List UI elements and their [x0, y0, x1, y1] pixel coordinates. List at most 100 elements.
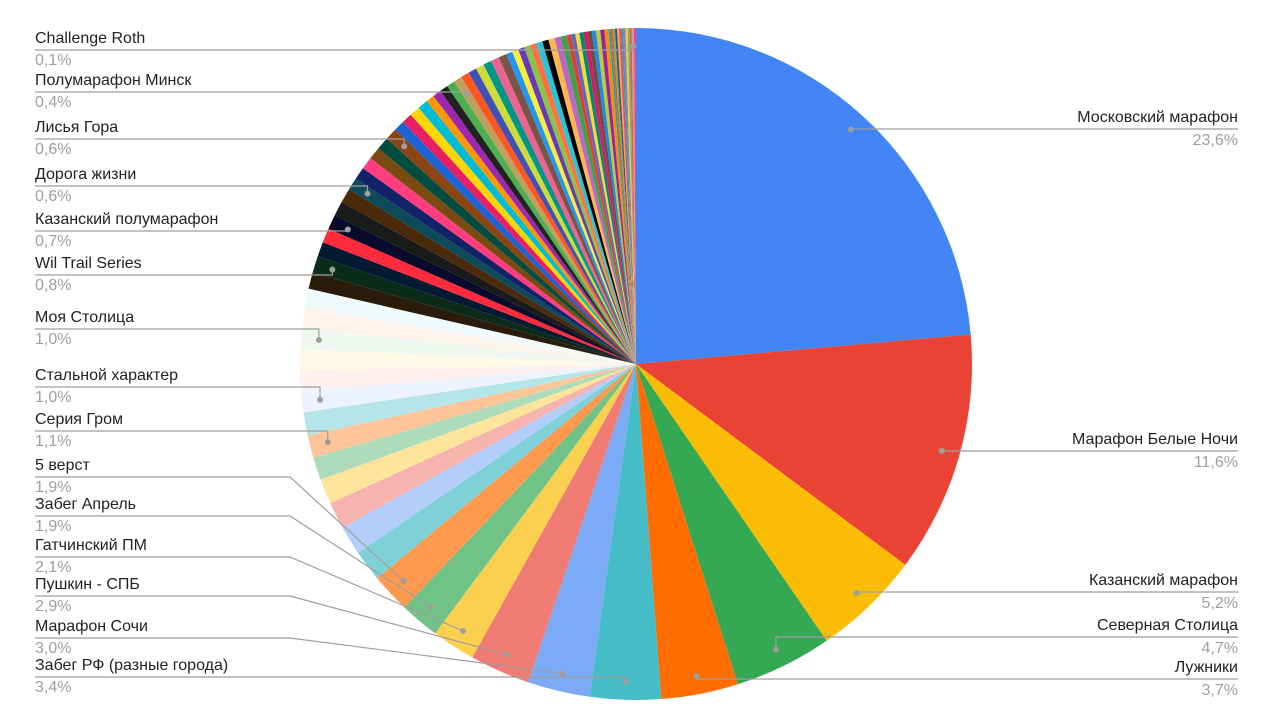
- slice-label: Забег Апрель: [35, 496, 136, 513]
- slice-label: Challenge Roth: [35, 30, 145, 47]
- leader-dot: [503, 651, 510, 658]
- pie-slice: [548, 38, 636, 364]
- leader-line: [35, 328, 320, 341]
- pie-slice: [629, 28, 636, 365]
- pie-slice: [433, 90, 636, 365]
- leader-dot: [460, 627, 467, 634]
- slice-value-label: 3,7%: [1202, 682, 1238, 699]
- leader-dot: [324, 439, 331, 446]
- leader-dot: [853, 590, 860, 597]
- pie-slice: [377, 364, 636, 608]
- slice-label: Пушкин - СПБ: [35, 576, 140, 593]
- pie-slice: [395, 121, 636, 364]
- slice-value-label: 1,9%: [35, 518, 71, 535]
- slice-value-label: 3,0%: [35, 640, 71, 657]
- pie-slice: [617, 28, 636, 365]
- pie-slice: [530, 43, 636, 364]
- pie-slice: [621, 28, 636, 364]
- slice-label: Лисья Гора: [35, 119, 118, 136]
- slice-label: Моя Столица: [35, 309, 134, 326]
- leader-dot: [317, 396, 324, 403]
- slice-value-label: 0,4%: [35, 94, 71, 111]
- pie-slice: [636, 334, 972, 565]
- leader-dot: [772, 646, 779, 653]
- pie-slice: [404, 364, 636, 634]
- slice-label: Казанский марафон: [1089, 572, 1238, 589]
- pie-slice: [608, 28, 636, 364]
- leader-line: [35, 595, 508, 656]
- pie-slice: [300, 328, 636, 364]
- leader-line: [35, 138, 405, 147]
- pie-slice: [491, 57, 636, 364]
- slice-value-label: 23,6%: [1193, 132, 1238, 149]
- pie-slice: [299, 349, 636, 371]
- pie-slice: [506, 51, 636, 365]
- leader-line: [695, 676, 1238, 680]
- leader-line: [35, 515, 432, 608]
- pie-slice: [370, 148, 636, 364]
- pie-slice: [301, 307, 636, 364]
- slice-value-label: 0,6%: [35, 188, 71, 205]
- pie-slice: [579, 32, 636, 364]
- slice-value-label: 5,2%: [1202, 595, 1238, 612]
- pie-slice: [435, 364, 636, 658]
- leader-dot: [344, 226, 351, 233]
- pie-slice: [636, 28, 971, 364]
- pie-slice: [386, 129, 636, 364]
- pie-slice: [604, 29, 636, 365]
- leader-dot: [315, 337, 322, 344]
- pie-slice: [587, 30, 636, 365]
- pie-slice: [619, 28, 636, 365]
- pie-slice: [612, 28, 636, 364]
- pie-slice: [301, 364, 636, 413]
- pie-slice: [583, 31, 636, 365]
- pie-slice: [341, 189, 636, 364]
- pie-slice: [536, 41, 636, 365]
- leader-line: [35, 476, 404, 582]
- slice-label: Серия Гром: [35, 411, 123, 428]
- pie-slice: [418, 101, 636, 364]
- pie-slice: [320, 364, 636, 504]
- slice-value-label: 2,1%: [35, 559, 71, 576]
- slice-label: Дорога жизни: [35, 166, 136, 183]
- pie-slice: [342, 364, 636, 553]
- pie-slice: [518, 47, 636, 364]
- leader-line: [35, 556, 464, 632]
- pie-slice: [410, 107, 636, 365]
- slice-label: Московский марафон: [1077, 109, 1238, 126]
- pie-slice: [317, 242, 636, 364]
- pie-slice: [498, 53, 636, 364]
- slice-value-label: 0,1%: [35, 52, 71, 69]
- slice-value-label: 0,8%: [35, 277, 71, 294]
- pie-slice: [472, 364, 636, 683]
- pie-slice: [591, 30, 636, 364]
- slice-label: Казанский полумарафон: [35, 211, 218, 228]
- pie-slice: [625, 28, 636, 365]
- pie-slice: [304, 288, 636, 364]
- pie-slice: [566, 34, 636, 365]
- slice-label: Стальной характер: [35, 367, 178, 384]
- slice-label: Полумарафон Минск: [35, 72, 192, 89]
- slice-value-label: 1,1%: [35, 433, 71, 450]
- pie-slice: [560, 35, 636, 365]
- pie-slice: [575, 32, 636, 364]
- leader-dot: [464, 91, 471, 98]
- pie-slice: [542, 39, 636, 364]
- pie-slice: [308, 272, 636, 364]
- slice-label: Забег РФ (разные города): [35, 657, 228, 674]
- pie-slice: [461, 72, 636, 364]
- pie-slice: [524, 45, 636, 364]
- slice-value-label: 11,6%: [1194, 454, 1238, 471]
- leader-line: [35, 637, 563, 675]
- leader-line: [35, 229, 349, 232]
- pie-slice: [554, 36, 636, 365]
- pie-slice: [468, 68, 636, 365]
- leader-dot: [329, 266, 336, 273]
- leader-line: [35, 386, 321, 400]
- pie-slice: [426, 95, 636, 364]
- leader-dot: [693, 673, 700, 680]
- slice-label: Лужники: [1175, 659, 1238, 676]
- pie-slice: [627, 28, 636, 364]
- pie-slice: [355, 168, 636, 364]
